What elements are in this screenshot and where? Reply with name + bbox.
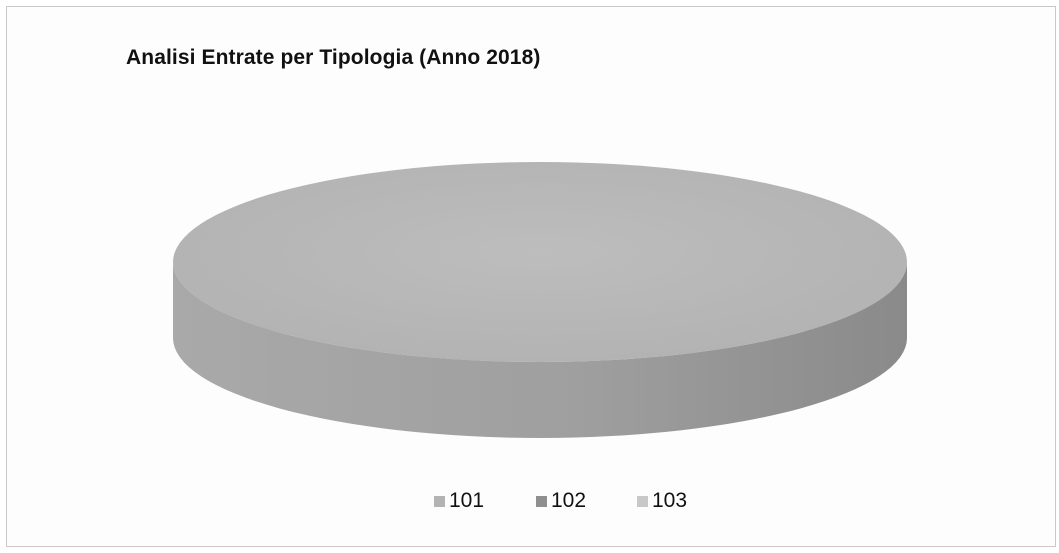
legend-swatch-103: [637, 495, 648, 507]
legend-item-103: 103: [637, 484, 687, 518]
chart-title: Analisi Entrate per Tipologia (Anno 2018…: [126, 46, 541, 69]
pie-slice-side-101: [173, 262, 907, 438]
legend-swatch-101: [434, 495, 445, 507]
legend-label-102: 102: [551, 489, 587, 512]
legend-item-101: 101: [434, 484, 484, 518]
legend-swatch-102: [536, 495, 547, 507]
chart-legend: 101 102 103: [0, 484, 1059, 518]
pie-slice-101: [173, 162, 907, 362]
legend-label-101: 101: [449, 489, 485, 512]
legend-item-102: 102: [536, 484, 586, 518]
legend-label-103: 103: [652, 489, 688, 512]
